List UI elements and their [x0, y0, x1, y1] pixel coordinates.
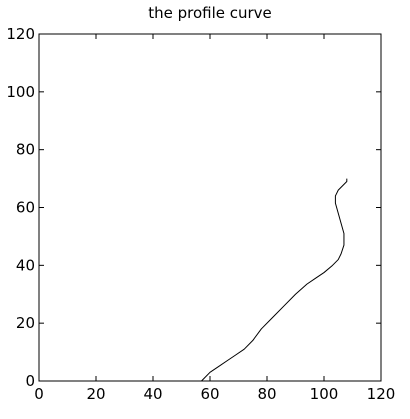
chart-title: the profile curve — [148, 4, 272, 22]
x-tick-label: 100 — [310, 385, 339, 403]
x-tick-label: 0 — [34, 385, 44, 403]
x-tick-label: 80 — [257, 385, 276, 403]
x-tick-label: 120 — [367, 385, 396, 403]
y-tick-label: 80 — [16, 141, 35, 159]
y-tick-label: 40 — [16, 256, 35, 274]
y-tick-label: 100 — [6, 83, 35, 101]
series-layer — [201, 178, 348, 382]
y-axis: 0 20 40 60 80 100 120 — [6, 25, 381, 390]
x-tick-label: 20 — [86, 385, 105, 403]
y-tick-label: 20 — [16, 314, 35, 332]
x-tick-label: 60 — [200, 385, 219, 403]
profile-curve-line — [201, 178, 348, 382]
x-axis: 0 20 40 60 80 100 120 — [34, 34, 395, 403]
x-tick-label: 40 — [143, 385, 162, 403]
plot-area-frame — [38, 33, 382, 382]
y-tick-label: 120 — [6, 25, 35, 43]
y-tick-label: 0 — [25, 372, 35, 390]
y-tick-label: 60 — [16, 199, 35, 217]
